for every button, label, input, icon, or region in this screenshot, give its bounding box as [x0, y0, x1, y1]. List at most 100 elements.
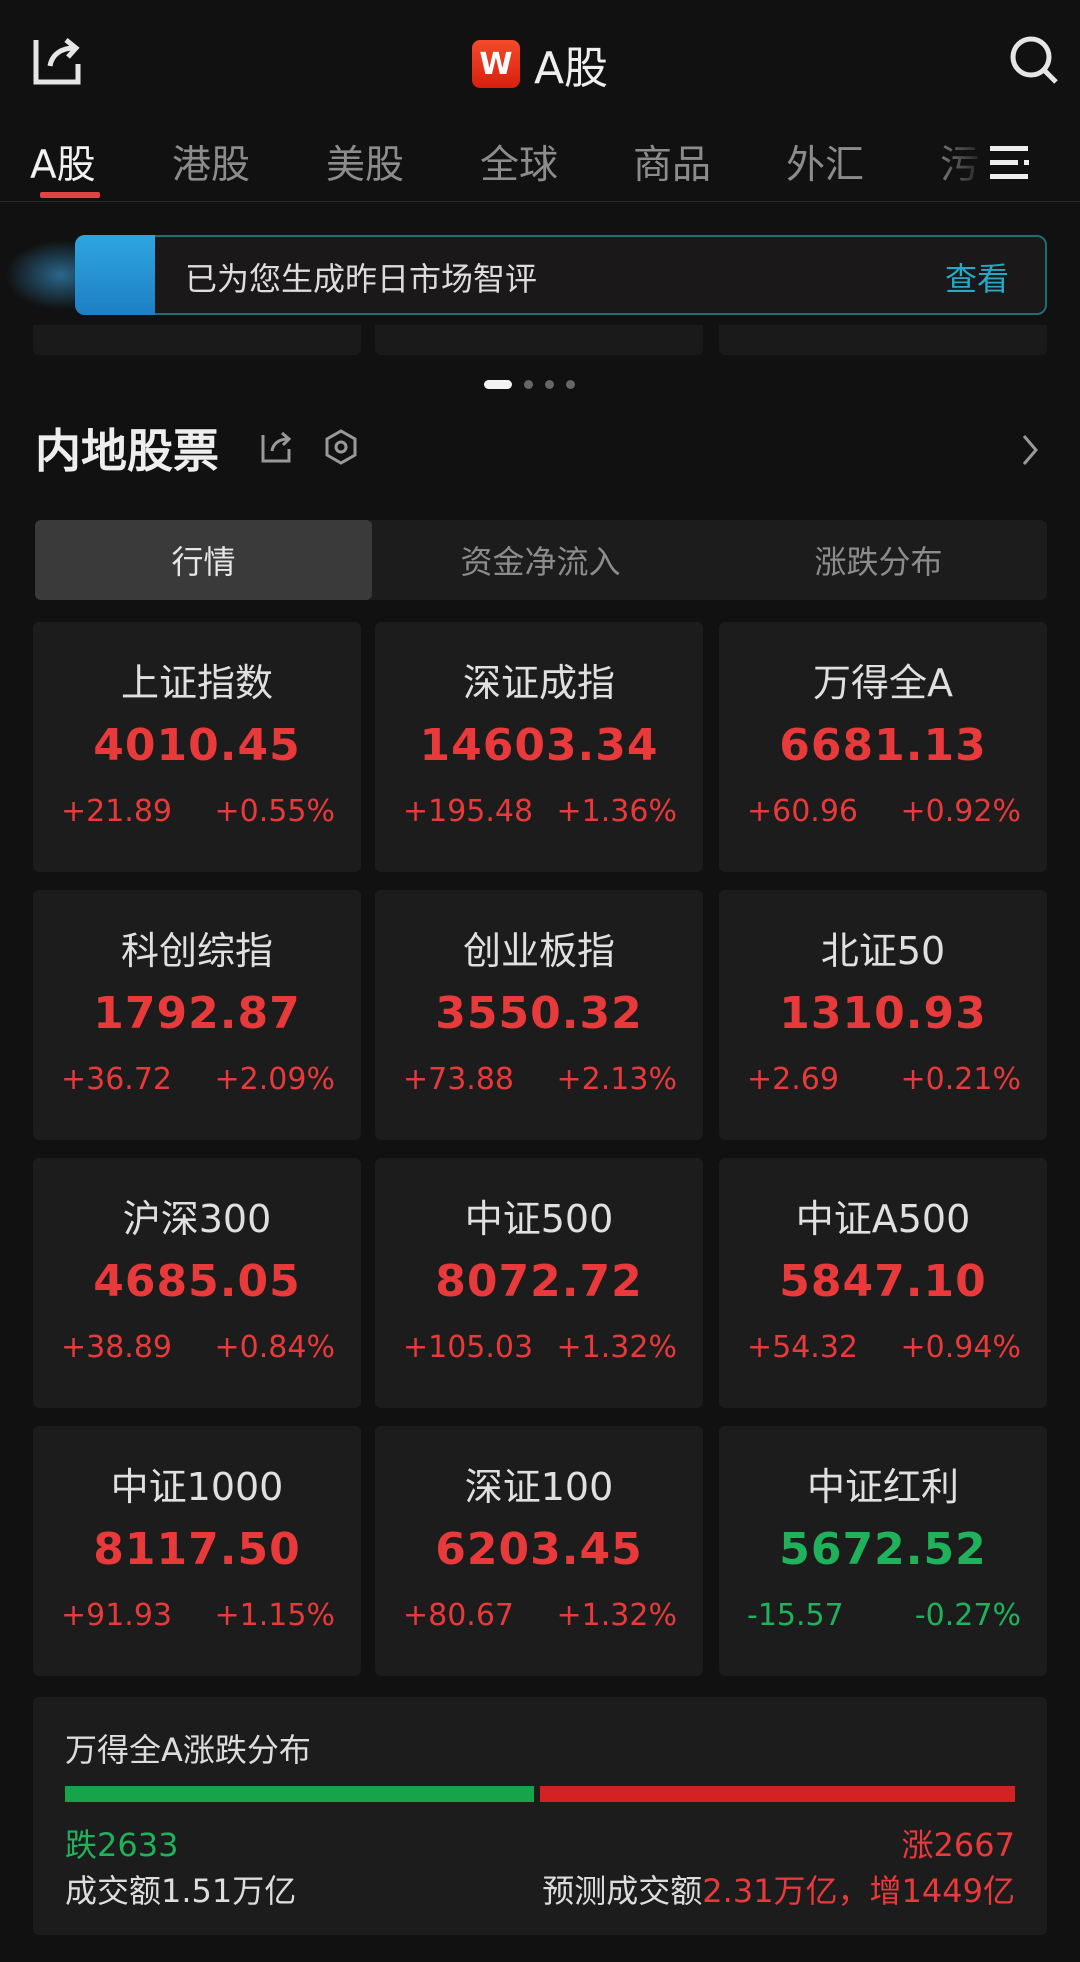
dot[interactable] [566, 380, 575, 389]
index-change: +2.69 [747, 1062, 839, 1097]
index-change-percent: +0.55% [214, 794, 335, 829]
advancers-bar [540, 1786, 1015, 1802]
share-icon[interactable] [32, 34, 84, 86]
tab-global[interactable]: 全球 [480, 143, 559, 188]
index-change: +105.03 [403, 1330, 534, 1365]
tab-us[interactable]: 美股 [326, 143, 405, 188]
index-name: 中证红利 [806, 1465, 959, 1509]
carousel-dots[interactable] [484, 380, 575, 389]
index-name: 深证成指 [462, 661, 615, 705]
index-price: 1792.87 [93, 988, 301, 1039]
decliners-bar [65, 1786, 534, 1802]
index-change: +21.89 [61, 794, 173, 829]
chevron-right-icon[interactable] [1020, 432, 1040, 468]
carousel-card [33, 325, 361, 355]
index-change-percent: +2.09% [214, 1062, 335, 1097]
index-name: 中证A500 [795, 1197, 971, 1241]
index-name: 上证指数 [120, 661, 273, 705]
tab-commodities[interactable]: 商品 [633, 143, 712, 188]
breadth-card[interactable] [33, 1697, 1047, 1935]
index-change-percent: +0.84% [214, 1330, 335, 1365]
index-change-percent: +0.21% [900, 1062, 1021, 1097]
index-change-percent: +1.32% [556, 1598, 677, 1633]
index-name: 万得全A [813, 661, 953, 705]
index-change: +60.96 [747, 794, 859, 829]
market-tabs: A股 港股 美股 全球 商品 外汇 污 [0, 130, 1080, 202]
predicted-turnover: 预测成交额2.31万亿，增1449亿 [542, 1866, 1015, 1912]
index-price: 5672.52 [779, 1524, 987, 1575]
index-price: 1310.93 [779, 988, 987, 1039]
index-name: 创业板指 [462, 929, 615, 973]
index-change-percent: +2.13% [556, 1062, 677, 1097]
dot[interactable] [545, 380, 554, 389]
banner-accent [75, 235, 155, 315]
index-card[interactable]: 中证1000 8117.50 +91.93 +1.15% [33, 1426, 361, 1676]
index-name: 中证1000 [110, 1465, 284, 1509]
dot[interactable] [524, 380, 533, 389]
index-change-percent: +0.94% [900, 1330, 1021, 1365]
search-icon[interactable] [1008, 34, 1060, 86]
index-change: +91.93 [61, 1598, 173, 1633]
index-change: +36.72 [61, 1062, 173, 1097]
index-change: -15.57 [747, 1598, 844, 1633]
index-price: 14603.34 [419, 720, 659, 771]
dot[interactable] [484, 380, 512, 389]
wind-logo: W [471, 40, 520, 88]
tab-fade [930, 132, 990, 198]
settings-hexagon-icon[interactable] [322, 428, 360, 466]
tab-forex[interactable]: 外汇 [786, 143, 865, 188]
index-change: +80.67 [403, 1598, 515, 1633]
index-change-percent: +1.36% [556, 794, 677, 829]
index-name: 中证500 [464, 1197, 614, 1241]
view-link[interactable]: 查看 [945, 260, 1010, 298]
tab-hk[interactable]: 港股 [172, 143, 251, 188]
index-name: 沪深300 [122, 1197, 272, 1241]
index-price: 4685.05 [93, 1256, 301, 1307]
index-price: 3550.32 [435, 988, 643, 1039]
index-change-percent: -0.27% [914, 1598, 1021, 1633]
index-card[interactable]: 北证50 1310.93 +2.69 +0.21% [719, 890, 1047, 1140]
ai-review-banner[interactable] [75, 235, 1047, 315]
index-price: 4010.45 [93, 720, 301, 771]
index-change: +38.89 [61, 1330, 173, 1365]
index-card[interactable]: 深证成指 14603.34 +195.48 +1.36% [375, 622, 703, 872]
index-card[interactable]: 科创综指 1792.87 +36.72 +2.09% [33, 890, 361, 1140]
menu-icon[interactable] [990, 146, 1034, 180]
index-price: 5847.10 [779, 1256, 987, 1307]
index-name: 科创综指 [120, 929, 273, 973]
index-card[interactable]: 中证500 8072.72 +105.03 +1.32% [375, 1158, 703, 1408]
predicted-value: 2.31万亿，增1449亿 [702, 1872, 1015, 1910]
segment-quotes[interactable]: 行情 [35, 520, 372, 600]
index-change-percent: +0.92% [900, 794, 1021, 829]
decliners-count: 跌2633 [65, 1826, 179, 1864]
index-card[interactable]: 万得全A 6681.13 +60.96 +0.92% [719, 622, 1047, 872]
index-price: 6681.13 [779, 720, 987, 771]
banner-text: 已为您生成昨日市场智评 [185, 260, 538, 298]
index-card[interactable]: 沪深300 4685.05 +38.89 +0.84% [33, 1158, 361, 1408]
carousel-card [719, 325, 1047, 355]
predicted-label: 预测成交额 [542, 1872, 703, 1910]
index-change-percent: +1.32% [556, 1330, 677, 1365]
turnover: 成交额1.51万亿 [65, 1872, 297, 1910]
index-card[interactable]: 中证A500 5847.10 +54.32 +0.94% [719, 1158, 1047, 1408]
index-card[interactable]: 创业板指 3550.32 +73.88 +2.13% [375, 890, 703, 1140]
page-title: W A股 [0, 32, 1080, 96]
banner-glow [5, 240, 85, 310]
title-text: A股 [533, 43, 609, 94]
segment-distribution[interactable]: 涨跌分布 [814, 543, 943, 581]
index-change: +195.48 [403, 794, 534, 829]
index-card[interactable]: 上证指数 4010.45 +21.89 +0.55% [33, 622, 361, 872]
index-change: +73.88 [403, 1062, 515, 1097]
share-icon[interactable] [260, 430, 294, 464]
index-price: 8072.72 [435, 1256, 643, 1307]
index-name: 深证100 [464, 1465, 614, 1509]
tab-a-shares[interactable]: A股 [30, 143, 96, 188]
index-card[interactable]: 中证红利 5672.52 -15.57 -0.27% [719, 1426, 1047, 1676]
index-name: 北证50 [820, 929, 946, 973]
segment-net-inflow[interactable]: 资金净流入 [460, 543, 621, 581]
breadth-title: 万得全A涨跌分布 [65, 1731, 311, 1769]
section-title: 内地股票 [35, 424, 219, 478]
carousel-card [375, 325, 703, 355]
index-change: +54.32 [747, 1330, 859, 1365]
index-card[interactable]: 深证100 6203.45 +80.67 +1.32% [375, 1426, 703, 1676]
